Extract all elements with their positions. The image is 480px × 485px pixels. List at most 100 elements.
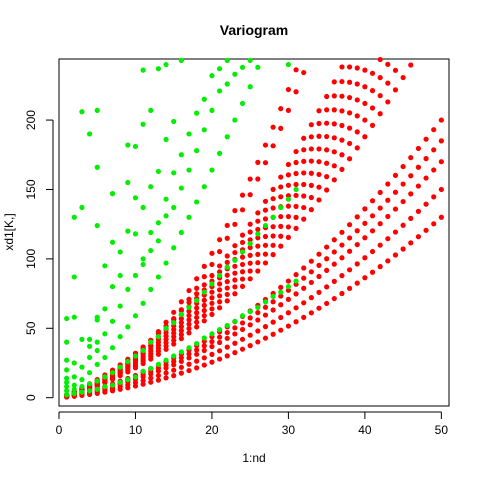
data-point-red	[171, 309, 177, 315]
data-point-red	[362, 255, 368, 261]
data-point-red	[346, 64, 353, 70]
data-point-red	[293, 192, 299, 199]
data-point-green	[171, 204, 177, 211]
data-point-red	[262, 242, 269, 248]
data-point-red	[194, 351, 200, 357]
data-point-red	[262, 251, 269, 257]
y-axis-label: xd1[K,]	[2, 213, 16, 250]
data-point-red	[285, 172, 292, 178]
data-point-red	[301, 285, 307, 291]
data-point-red	[232, 284, 238, 290]
data-point-red	[324, 267, 330, 273]
data-point-red	[262, 324, 269, 330]
data-point-red	[285, 182, 292, 188]
data-point-red	[216, 356, 223, 362]
data-point-red	[178, 370, 184, 376]
data-point-red	[324, 160, 330, 166]
data-point-green	[64, 367, 70, 373]
data-point-red	[94, 390, 100, 396]
data-point-red	[270, 307, 276, 313]
data-point-green	[71, 274, 77, 280]
data-point-red	[186, 367, 192, 374]
data-point-red	[86, 391, 93, 398]
data-point-red	[201, 355, 207, 361]
data-point-red	[385, 99, 391, 105]
data-point-red	[308, 194, 314, 201]
data-point-red	[216, 348, 223, 354]
data-point-green	[86, 370, 93, 376]
data-point-red	[194, 291, 200, 297]
data-point-red	[316, 146, 322, 152]
data-point-red	[224, 353, 230, 359]
data-point-red	[301, 158, 307, 164]
data-point-green	[155, 361, 162, 367]
data-point-red	[377, 264, 383, 270]
data-point-red	[163, 346, 169, 352]
data-point-green	[117, 249, 123, 255]
x-tick-label: 10	[129, 423, 143, 437]
data-point-green	[79, 204, 85, 211]
data-point-green	[86, 381, 93, 387]
data-point-red	[316, 108, 322, 114]
data-point-green	[209, 167, 215, 173]
data-point-green	[109, 382, 116, 388]
data-point-green	[155, 274, 162, 280]
data-point-green	[102, 263, 108, 269]
data-point-red	[155, 372, 162, 379]
data-point-green	[125, 286, 131, 293]
data-point-red	[201, 362, 207, 368]
data-point-red	[186, 325, 192, 332]
data-point-red	[194, 310, 200, 316]
data-point-red	[339, 122, 345, 129]
data-point-green	[94, 347, 100, 354]
data-point-green	[148, 286, 154, 293]
data-point-red	[392, 67, 399, 73]
data-point-green	[125, 228, 131, 234]
data-point-green	[86, 388, 93, 394]
data-point-red	[239, 239, 246, 246]
data-point-red	[209, 295, 215, 301]
data-point-red	[125, 385, 131, 391]
data-point-red	[247, 244, 253, 251]
data-point-red	[293, 67, 299, 73]
data-point-red	[316, 289, 322, 295]
data-point-red	[308, 146, 314, 152]
data-point-red	[385, 236, 391, 242]
data-point-green	[79, 336, 85, 342]
data-point-red	[216, 305, 223, 311]
data-point-red	[262, 216, 269, 222]
data-point-green	[171, 320, 177, 326]
data-point-red	[293, 148, 299, 155]
data-point-red	[331, 278, 337, 284]
data-point-green	[178, 349, 184, 355]
data-point-green	[94, 386, 100, 392]
data-point-red	[408, 173, 414, 179]
data-point-red	[377, 56, 383, 63]
data-point-red	[148, 343, 154, 349]
data-point-red	[239, 326, 246, 333]
data-point-red	[346, 110, 353, 116]
data-point-red	[194, 358, 200, 364]
data-point-red	[438, 159, 444, 165]
data-point-green	[247, 309, 253, 315]
data-point-red	[415, 234, 422, 240]
data-point-red	[316, 262, 322, 268]
data-point-red	[125, 363, 131, 370]
data-point-red	[278, 223, 284, 229]
data-point-green	[140, 67, 146, 73]
data-point-green	[140, 368, 146, 374]
data-point-green	[79, 377, 85, 383]
data-point-red	[186, 330, 192, 336]
data-point-red	[331, 249, 337, 255]
data-point-red	[339, 64, 345, 70]
data-point-green	[155, 334, 162, 340]
data-point-red	[163, 365, 169, 371]
data-point-green	[64, 339, 70, 345]
data-point-red	[316, 159, 322, 165]
data-point-red	[255, 260, 261, 266]
data-point-red	[148, 356, 154, 362]
data-point-red	[423, 201, 429, 207]
data-point-red	[285, 203, 292, 209]
chart-title: Variogram	[220, 22, 288, 38]
data-point-red	[216, 339, 223, 346]
